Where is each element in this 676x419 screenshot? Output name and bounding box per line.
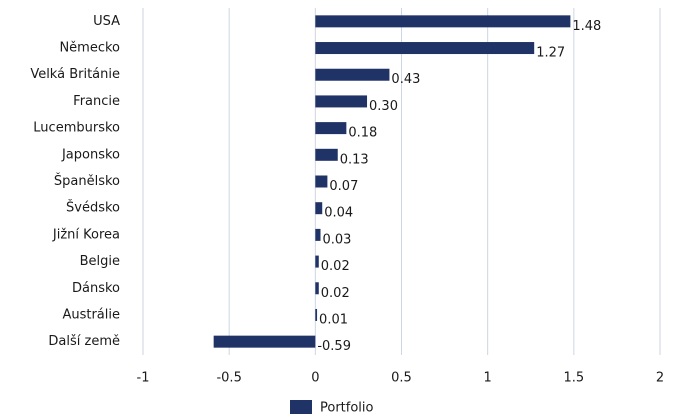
value-label: 0.01 xyxy=(319,312,348,327)
x-tick-label: -1 xyxy=(137,371,150,386)
bar xyxy=(315,122,347,135)
value-label: 1.27 xyxy=(536,46,565,61)
bar xyxy=(315,282,319,295)
bar xyxy=(315,308,318,321)
value-label: 0.02 xyxy=(321,259,350,274)
x-tick-label: 1 xyxy=(484,371,492,386)
value-label: 0.30 xyxy=(369,99,398,114)
value-label: 0.04 xyxy=(324,206,353,221)
value-label: 0.43 xyxy=(391,72,420,87)
value-label: 1.48 xyxy=(572,19,601,34)
bar xyxy=(315,15,571,28)
y-tick-label: Francie xyxy=(73,94,120,109)
x-tick-label: 0.5 xyxy=(391,371,412,386)
x-tick-label: 0 xyxy=(311,371,319,386)
value-label: 0.03 xyxy=(323,232,352,247)
bar xyxy=(315,148,338,161)
y-tick-label: USA xyxy=(93,14,120,29)
bar xyxy=(315,202,323,215)
y-tick-label: Lucembursko xyxy=(33,121,120,136)
value-label: -0.59 xyxy=(317,339,351,354)
value-label: 0.18 xyxy=(348,126,377,141)
value-label: 0.13 xyxy=(340,152,369,167)
value-label: 0.07 xyxy=(329,179,358,194)
x-tick-label: 1.5 xyxy=(563,371,584,386)
legend-swatch xyxy=(290,400,312,414)
bar xyxy=(315,68,390,81)
bar xyxy=(315,42,535,55)
x-tick-label: -0.5 xyxy=(216,371,241,386)
legend-label: Portfolio xyxy=(320,401,374,416)
y-tick-label: Švédsko xyxy=(66,200,120,216)
y-tick-label: Velká Británie xyxy=(30,67,120,82)
y-tick-label: Dánsko xyxy=(72,281,120,296)
y-tick-label: Austrálie xyxy=(62,307,120,322)
y-tick-label: Japonsko xyxy=(61,147,120,162)
bar xyxy=(315,175,328,188)
bar xyxy=(315,255,319,268)
y-tick-label: Jižní Korea xyxy=(52,227,120,242)
bar xyxy=(315,228,321,241)
y-tick-label: Španělsko xyxy=(54,173,120,189)
x-tick-label: 2 xyxy=(656,371,664,386)
bar xyxy=(213,335,316,348)
value-label: 0.02 xyxy=(321,286,350,301)
y-tick-label: Německo xyxy=(59,41,120,56)
y-tick-label: Belgie xyxy=(80,254,120,269)
bar xyxy=(315,95,368,108)
y-tick-label: Další země xyxy=(48,334,120,349)
